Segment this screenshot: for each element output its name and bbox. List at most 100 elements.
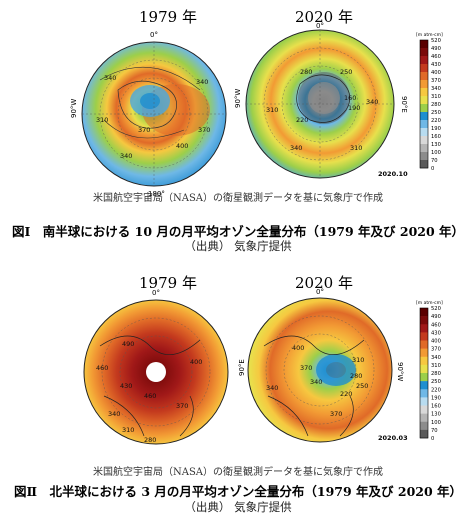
- axis-top-right: 0°: [316, 288, 324, 296]
- contour-label: 310: [266, 106, 278, 114]
- data-credit: 米国航空宇宙局（NASA）の衛星観測データを基に気象庁で作成: [92, 467, 384, 478]
- contour-label: 340: [310, 378, 322, 386]
- figure-source: （出典） 気象庁提供: [184, 500, 292, 514]
- colorbar-swatch: [420, 136, 428, 145]
- globe-2020-north: [247, 297, 393, 443]
- contour-label: 460: [96, 364, 108, 372]
- colorbar-tick-label: 70: [431, 428, 438, 434]
- colorbar-swatch: [420, 389, 428, 398]
- colorbar-tick-label: 430: [431, 330, 441, 336]
- axis-bottom-left: 180°: [148, 190, 165, 198]
- date-stamp: 2020.10: [378, 170, 408, 178]
- colorbar-swatch: [420, 381, 428, 390]
- colorbar-swatch: [420, 88, 428, 97]
- colorbar-tick-label: 70: [431, 158, 438, 164]
- contour-label: 430: [120, 382, 132, 390]
- colorbar-tick-label: 370: [431, 347, 441, 353]
- colorbar-swatch: [420, 96, 428, 105]
- globe-1979-south: [81, 41, 227, 187]
- globe-1979-north: [83, 299, 229, 445]
- axis-left-left: 90°W: [70, 99, 78, 118]
- axis-left-right: 90°E: [238, 359, 246, 376]
- colorbar-tick-label: 430: [431, 62, 441, 68]
- colorbar-tick-label: 370: [431, 78, 441, 84]
- figure-caption: 図Ⅱ 北半球における 3 月の月平均オゾン全量分布（1979 年及び 2020 …: [13, 484, 463, 499]
- date-stamp: 2020.03: [378, 434, 408, 442]
- contour-label: 190: [348, 104, 360, 112]
- colorbar-swatch: [420, 112, 428, 121]
- colorbar-frame: [419, 39, 429, 169]
- contour-label: 340: [266, 384, 278, 392]
- colorbar-swatch: [420, 397, 428, 406]
- contour-label: 250: [340, 68, 352, 76]
- colorbar-tick-label: 0: [431, 166, 434, 172]
- contour-label: 340: [104, 74, 116, 82]
- axis-right-right: 90°E: [400, 96, 408, 113]
- colorbar-unit: [m atm-cm]: [416, 300, 443, 306]
- colorbar-swatch: [420, 316, 428, 325]
- colorbar-tick-label: 340: [431, 355, 441, 361]
- colorbar-swatch: [420, 429, 428, 439]
- colorbar-swatch: [420, 160, 428, 169]
- colorbar-swatch: [420, 128, 428, 137]
- year-label-right: 2020 年: [295, 8, 353, 26]
- colorbar-tick-label: 190: [431, 395, 441, 401]
- colorbar-swatch: [420, 421, 428, 431]
- colorbar-tick-label: 250: [431, 379, 441, 385]
- colorbar-tick-label: 160: [431, 134, 441, 140]
- colorbar-tick-label: 100: [431, 150, 441, 156]
- colorbar-swatch: [420, 413, 428, 423]
- contour-label: 400: [292, 344, 304, 352]
- contour-label: 490: [122, 340, 134, 348]
- contour-label: 220: [340, 390, 352, 398]
- colorbar-swatch: [420, 340, 428, 349]
- colorbar-tick-label: 250: [431, 110, 441, 116]
- colorbar-tick-label: 490: [431, 46, 441, 52]
- colorbar-tick-label: 400: [431, 70, 441, 76]
- year-label-right: 2020 年: [295, 274, 353, 292]
- colorbar-tick-label: 100: [431, 420, 441, 426]
- contour-label: 310: [350, 144, 362, 152]
- colorbar-swatch: [420, 308, 428, 317]
- data-credit: 米国航空宇宙局（NASA）の衛星観測データを基に気象庁で作成: [92, 193, 384, 204]
- contour-label: 370: [300, 364, 312, 372]
- axis-top-left: 0°: [152, 289, 160, 297]
- contour-label: 340: [108, 410, 120, 418]
- contour-label: 310: [352, 356, 364, 364]
- axis-left-right: 90°W: [234, 89, 242, 108]
- colorbar-swatch: [420, 72, 428, 81]
- axis-top-left: 0°: [150, 31, 158, 39]
- figure-caption: 図Ⅰ 南半球における 10 月の月平均オゾン全量分布（1979 年及び 2020…: [11, 224, 465, 239]
- contour-label: 340: [196, 78, 208, 86]
- colorbar-tick-label: 460: [431, 54, 441, 60]
- contour-label: 280: [144, 436, 156, 444]
- colorbar-swatch: [420, 80, 428, 89]
- colorbar-tick-label: 310: [431, 363, 441, 369]
- axis-top-right: 0°: [316, 22, 324, 30]
- colorbar-tick-label: 220: [431, 118, 441, 124]
- colorbar-tick-label: 400: [431, 339, 441, 345]
- colorbar-tick-label: 520: [431, 38, 441, 44]
- colorbar-swatch: [420, 48, 428, 57]
- contour-label: 340: [290, 144, 302, 152]
- colorbar-tick-label: 340: [431, 86, 441, 92]
- colorbar-tick-label: 0: [431, 436, 434, 442]
- ozone-maps-southern: 0° 180° 90°W 340 310 340 370 400 340 370…: [70, 22, 443, 198]
- contour-label: 280: [300, 68, 312, 76]
- figure-source: （出典） 気象庁提供: [184, 239, 292, 253]
- colorbar-tick-label: 190: [431, 126, 441, 132]
- colorbar-swatch: [420, 64, 428, 73]
- colorbar-swatch: [420, 356, 428, 366]
- contour-label: 250: [356, 382, 368, 390]
- colorbar-swatch: [420, 348, 428, 358]
- colorbar: [m atm-cm]520 490 460 430 400 370 340 310 280 250…: [416, 32, 443, 172]
- contour-label: 370: [198, 126, 210, 134]
- colorbar-swatch: [420, 56, 428, 65]
- year-label-left: 1979 年: [139, 274, 197, 292]
- colorbar-swatch: [420, 40, 428, 49]
- ozone-maps-northern: 0° 490 460 430 400 370 340 310 280 460 0…: [83, 288, 443, 445]
- contour-label: 370: [138, 126, 150, 134]
- colorbar-swatch: [420, 332, 428, 341]
- colorbar-tick-label: 220: [431, 387, 441, 393]
- colorbar-swatch: [420, 405, 428, 414]
